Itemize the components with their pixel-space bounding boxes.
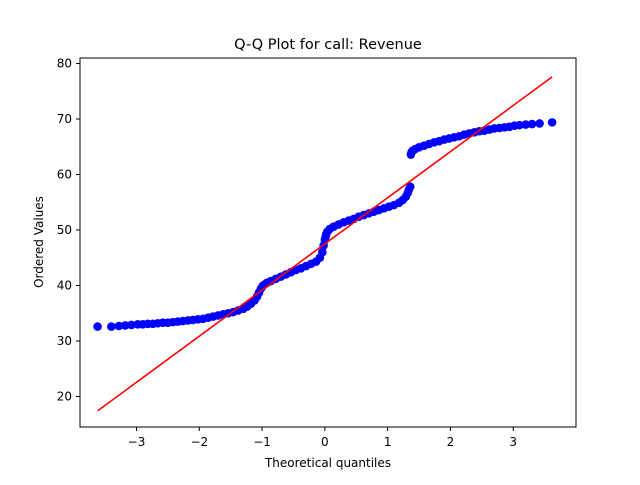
y-tick-label: 80 xyxy=(57,57,72,71)
data-point xyxy=(535,119,544,128)
data-point xyxy=(114,321,124,331)
y-axis-ticks: 20 30 40 50 60 70 80 xyxy=(57,57,80,403)
plot-marks xyxy=(93,76,557,412)
x-tick-label: 1 xyxy=(384,435,392,449)
y-tick-label: 50 xyxy=(57,223,72,237)
chart-title: Q-Q Plot for call: Revenue xyxy=(234,37,422,53)
y-tick-label: 30 xyxy=(57,334,72,348)
x-tick-label: −1 xyxy=(253,435,271,449)
data-point xyxy=(405,182,415,192)
x-tick-label: 3 xyxy=(509,435,517,449)
data-point xyxy=(515,120,524,130)
data-point xyxy=(93,322,102,331)
x-tick-label: 0 xyxy=(321,435,329,449)
data-point xyxy=(521,120,531,129)
x-tick-label: −3 xyxy=(128,435,146,449)
y-tick-label: 60 xyxy=(57,168,72,182)
x-tick-label: −2 xyxy=(190,435,208,449)
data-point xyxy=(120,321,130,330)
x-axis-ticks: −3 −2 −1 0 1 2 3 xyxy=(128,427,517,449)
y-tick-label: 40 xyxy=(57,279,72,293)
axes-frame xyxy=(79,57,577,428)
data-point xyxy=(127,320,136,330)
y-axis-label: Ordered Values xyxy=(32,196,46,288)
fit-line xyxy=(97,76,553,412)
y-tick-label: 70 xyxy=(57,112,72,126)
data-point xyxy=(547,118,557,127)
x-tick-label: 2 xyxy=(447,435,455,449)
x-axis-label: Theoretical quantiles xyxy=(264,456,391,470)
data-point xyxy=(107,322,116,331)
data-point xyxy=(527,119,537,129)
data-point xyxy=(318,247,327,257)
y-tick-label: 20 xyxy=(57,389,72,403)
